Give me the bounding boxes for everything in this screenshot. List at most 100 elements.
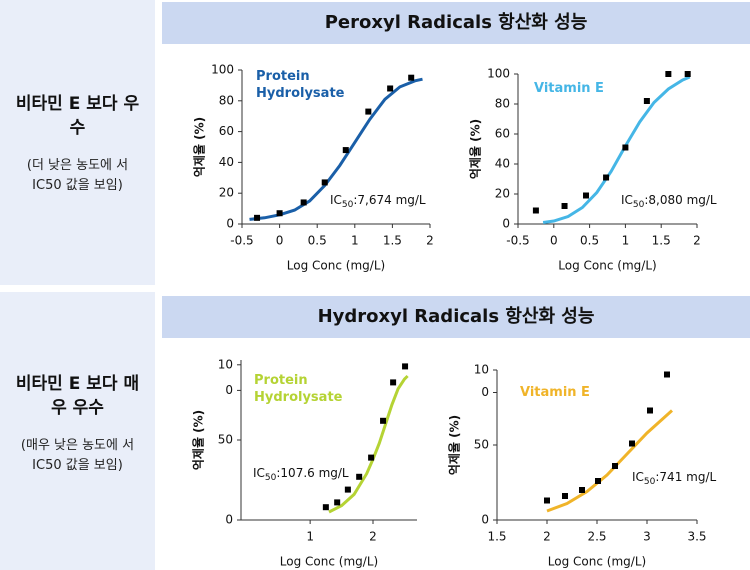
x-tick-label: 3 [643,530,651,544]
data-point [387,85,394,92]
series-name: Vitamin E [534,81,604,96]
y-tick-label: 40 [219,155,234,169]
data-point [408,74,415,81]
section-header: Peroxyl Radicals 항산화 성능 [162,2,750,44]
x-tick-label: 2 [369,530,377,544]
y-tick-label: 20 [495,187,510,201]
data-point [368,454,375,461]
ic50-text: :8,080 mg/L [644,193,717,207]
data-point [612,463,618,469]
y-tick-label: 20 [219,186,234,200]
y-tick-label: 0 [225,513,233,527]
series-name: Protein Hydrolysate [254,373,343,405]
ic50-sub: 50 [633,200,645,210]
x-tick-label: 3.5 [687,530,706,544]
fit-line [328,374,409,514]
x-tick-label: 2 [426,234,434,248]
y-tick-label: 0 [481,385,489,399]
data-point [365,108,372,115]
data-point [334,499,341,506]
data-point [402,363,409,370]
y-axis-label: 억제율 (%) [469,119,483,179]
side-note: (더 낮은 농도에 서 IC50 값을 보임) [26,158,129,193]
series-label: Protein Hydrolysate [256,69,345,101]
y-tick-label: 100 [487,67,510,81]
data-point [595,478,601,484]
series-label: Vitamin E [534,81,604,96]
data-point [562,493,568,499]
y-tick-label: 50 [218,433,233,447]
series-label: Protein Hydrolysate [254,373,343,405]
fit-line [542,75,691,224]
y-tick-label: 0 [226,217,234,231]
x-tick-label: -0.5 [506,234,529,248]
x-axis-label: Log Conc (mg/L) [287,259,385,273]
y-tick-label: 80 [495,97,510,111]
side-title: 비타민 E 보다 매우 우수 [15,374,140,418]
x-tick-label: 2 [543,530,551,544]
x-tick-label: 1.5 [383,234,402,248]
x-tick-label: 1.5 [487,530,506,544]
ic50-prefix: IC [330,193,342,207]
side-panel: 비타민 E 보다 우수 (더 낮은 농도에 서 IC50 값을 보임) [0,0,155,285]
x-tick-label: -0.5 [230,234,253,248]
x-tick-label: 0 [276,234,284,248]
y-tick-label: 50 [474,438,489,452]
y-tick-label: 0 [481,513,489,527]
data-point [544,497,550,504]
y-tick-label: 40 [495,157,510,171]
y-tick-label: 60 [495,127,510,141]
x-axis-label: Log Conc (mg/L) [558,259,656,273]
ic50-prefix: IC [621,193,633,207]
series-name: Protein Hydrolysate [256,69,345,101]
data-point [390,379,397,386]
data-point [561,203,568,209]
side-panel: 비타민 E 보다 매우 우수 (매우 낮은 농도에 서 IC50 값을 보임) [0,292,155,570]
x-tick-label: 0 [550,234,558,248]
y-tick-label: 60 [219,124,234,138]
x-axis-label: Log Conc (mg/L) [280,555,378,569]
data-point [322,504,329,511]
x-tick-label: 2 [693,234,701,248]
ic50-prefix: IC [253,466,265,480]
x-tick-label: 1 [306,530,314,544]
data-point [583,192,590,199]
data-point [643,98,650,104]
ic50-text: :107.6 mg/L [276,466,349,480]
data-point [684,71,691,77]
x-tick-label: 1.5 [652,234,671,248]
ic50-text: :7,674 mg/L [353,193,426,207]
x-axis-label: Log Conc (mg/L) [548,555,646,569]
data-point [665,71,672,77]
data-point [276,210,283,217]
data-point [321,179,328,186]
y-axis-label: 억제율 (%) [448,415,462,475]
data-point [344,486,351,493]
y-tick-label: 10 [474,363,489,377]
ic50-annotation: IC50:107.6 mg/L [253,466,349,483]
data-point [342,147,349,154]
data-point [380,417,387,424]
data-point [532,207,539,214]
ic50-annotation: IC50:7,674 mg/L [330,193,426,210]
x-tick-label: 2.5 [587,530,606,544]
side-note: (매우 낮은 농도에 서 IC50 값을 보임) [20,438,135,473]
data-point [356,473,363,480]
data-point [622,144,629,151]
data-point [664,371,670,378]
section-header: Hydroxyl Radicals 항산화 성능 [162,296,750,338]
x-tick-label: 1 [351,234,359,248]
y-tick-label: 100 [211,63,234,77]
data-point [579,487,585,493]
ic50-sub: 50 [265,473,277,483]
series-name: Vitamin E [520,385,590,400]
ic50-sub: 50 [644,477,656,487]
data-point [603,174,610,181]
data-point [300,199,307,206]
y-tick-label: 0 [225,383,233,397]
data-point [629,440,635,447]
ic50-annotation: IC50:741 mg/L [632,470,716,487]
y-tick-label: 0 [502,217,510,231]
